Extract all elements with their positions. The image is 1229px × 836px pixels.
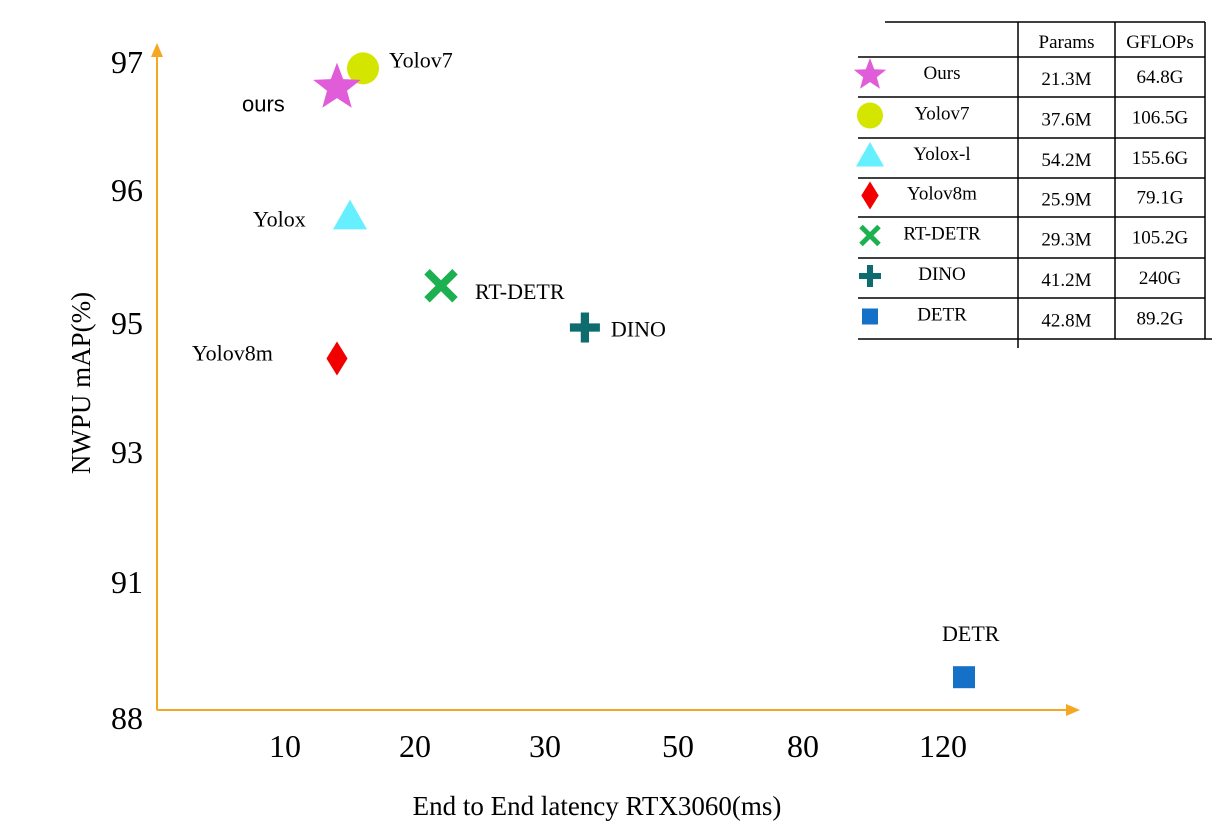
table-gflops: 64.8G: [1137, 67, 1184, 88]
table-model-name: DINO: [918, 264, 966, 285]
point-label: RT-DETR: [475, 279, 565, 304]
legend-marker: [859, 265, 881, 287]
table-params: 37.6M: [1041, 110, 1091, 131]
table-row: DETR 42.8M 89.2G: [862, 305, 1184, 332]
table-row: RT-DETR 29.3M 105.2G: [859, 224, 1189, 251]
point-label: Yolox: [253, 207, 306, 232]
legend-marker: [862, 308, 878, 325]
table-gflops: 106.5G: [1132, 108, 1189, 129]
table-row: Yolov8m 25.9M 79.1G: [861, 181, 1184, 211]
table-params: 54.2M: [1041, 150, 1091, 171]
y-tick-label: 95: [111, 305, 143, 341]
table-gflops: 89.2G: [1137, 309, 1184, 330]
table-model-name: Yolox-l: [913, 144, 970, 165]
point-label: DINO: [611, 317, 666, 342]
x-tick-labels: 10 20 30 50 80 120: [269, 728, 967, 764]
table-row: Ours 21.3M 64.8G: [853, 58, 1184, 90]
point-label: Yolov8m: [192, 340, 273, 365]
point-yolox-l: [333, 199, 367, 230]
point-dino: [569, 312, 600, 343]
table-model-name: Yolov7: [914, 104, 969, 125]
data-points: ours Yolov7 Yolox Yolov8m RT-DETR DINO DETR: [192, 47, 1000, 689]
y-tick-label: 93: [111, 434, 143, 470]
legend-marker: [853, 58, 887, 89]
table-header: Params: [1039, 32, 1095, 53]
point-rt-detr: [424, 269, 458, 303]
table-params: 25.9M: [1041, 190, 1091, 211]
y-tick-label: 97: [111, 44, 143, 80]
legend-table: Params GFLOPs Ours 21.3M 64.8G Yolov7 37.6M 106…: [853, 21, 1212, 348]
y-tick-label: 88: [111, 700, 143, 736]
point-label: ours: [242, 92, 285, 117]
table-model-name: Ours: [924, 63, 961, 84]
table-gflops: 155.6G: [1132, 148, 1189, 169]
x-tick-label: 80: [787, 728, 819, 764]
point-yolov8m: [326, 341, 348, 376]
point-detr: [953, 666, 975, 689]
table-params: 41.2M: [1041, 270, 1091, 291]
y-tick-label: 91: [111, 564, 143, 600]
table-gflops: 240G: [1139, 268, 1182, 289]
table-model-name: DETR: [917, 305, 967, 326]
x-tick-label: 10: [269, 728, 301, 764]
legend-marker: [861, 181, 879, 210]
x-axis-arrow: [1066, 704, 1080, 716]
table-params: 42.8M: [1041, 311, 1091, 332]
point-label: DETR: [942, 621, 1000, 646]
legend-marker: [857, 102, 883, 129]
table-model-name: RT-DETR: [903, 224, 981, 245]
axes: [151, 43, 1080, 716]
table-gflops: 79.1G: [1137, 188, 1184, 209]
x-tick-label: 50: [662, 728, 694, 764]
table-header: GFLOPs: [1126, 32, 1194, 53]
y-axis-title: NWPU mAP(%): [66, 292, 96, 474]
x-tick-label: 120: [919, 728, 967, 764]
x-axis-title: End to End latency RTX3060(ms): [413, 791, 782, 821]
y-tick-labels: 88 91 93 95 96 97: [111, 44, 143, 736]
table-model-name: Yolov8m: [907, 184, 977, 205]
x-tick-label: 30: [529, 728, 561, 764]
table-gflops: 105.2G: [1132, 228, 1189, 249]
table-row: Yolox-l 54.2M 155.6G: [856, 142, 1189, 171]
point-yolov7: [347, 52, 379, 85]
legend-marker: [859, 224, 881, 247]
y-tick-label: 96: [111, 172, 143, 208]
y-axis-arrow: [151, 43, 163, 57]
legend-marker: [856, 142, 884, 167]
point-ours: [313, 62, 361, 108]
x-tick-label: 20: [399, 728, 431, 764]
table-params: 21.3M: [1041, 69, 1091, 90]
table-row: Yolov7 37.6M 106.5G: [857, 102, 1189, 131]
table-row: DINO 41.2M 240G: [859, 264, 1181, 291]
table-params: 29.3M: [1041, 230, 1091, 251]
point-label: Yolov7: [389, 47, 453, 72]
